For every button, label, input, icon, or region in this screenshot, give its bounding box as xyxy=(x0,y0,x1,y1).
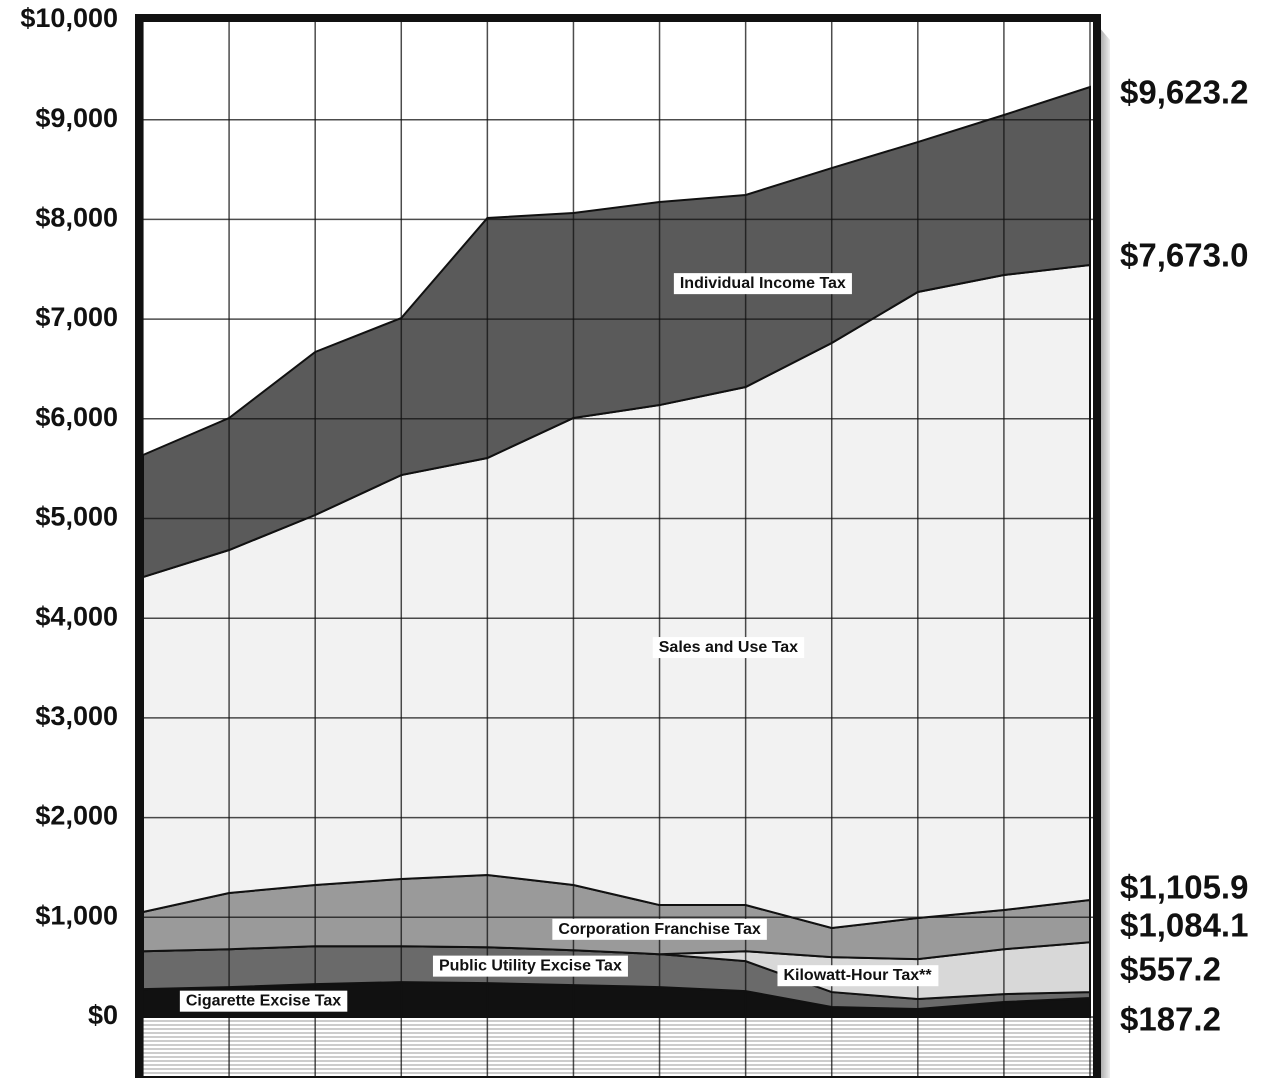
y-tick-label: $5,000 xyxy=(35,502,118,532)
y-tick-label: $2,000 xyxy=(35,801,118,831)
plot xyxy=(142,19,1093,1078)
y-tick-label: $10,000 xyxy=(20,3,118,33)
label-bg xyxy=(673,273,852,295)
annotation: $187.2 xyxy=(1120,1001,1221,1038)
floor xyxy=(143,1017,1093,1078)
y-tick-label: $3,000 xyxy=(35,701,118,731)
annotation: $557.2 xyxy=(1120,951,1221,988)
label-bg xyxy=(652,637,805,659)
series-label: Individual Income Tax xyxy=(680,275,846,292)
annotation: $1,105.9 xyxy=(1120,869,1248,906)
annotation: $1,084.1 xyxy=(1120,907,1248,944)
annotation: $9,623.2 xyxy=(1120,74,1248,111)
y-tick-label: $8,000 xyxy=(35,203,118,233)
series-label: Corporation Franchise Tax xyxy=(558,921,761,938)
y-tick-label: $0 xyxy=(88,1000,118,1030)
y-tick-label: $6,000 xyxy=(35,402,118,432)
series-label: Public Utility Excise Tax xyxy=(439,958,622,975)
series-label: Cigarette Excise Tax xyxy=(186,993,341,1010)
series-label: Kilowatt-Hour Tax** xyxy=(783,967,932,984)
y-tick-label: $4,000 xyxy=(35,601,118,631)
label-bg xyxy=(432,955,628,977)
label-bg xyxy=(179,990,348,1012)
y-tick-label: $7,000 xyxy=(35,302,118,332)
annotation: $7,673.0 xyxy=(1120,237,1248,274)
y-tick-label: $1,000 xyxy=(35,900,118,930)
y-tick-label: $9,000 xyxy=(35,103,118,133)
frame xyxy=(135,14,1101,1078)
label-bg xyxy=(552,918,767,940)
label-bg xyxy=(777,965,939,987)
series-label: Sales and Use Tax xyxy=(659,639,798,656)
